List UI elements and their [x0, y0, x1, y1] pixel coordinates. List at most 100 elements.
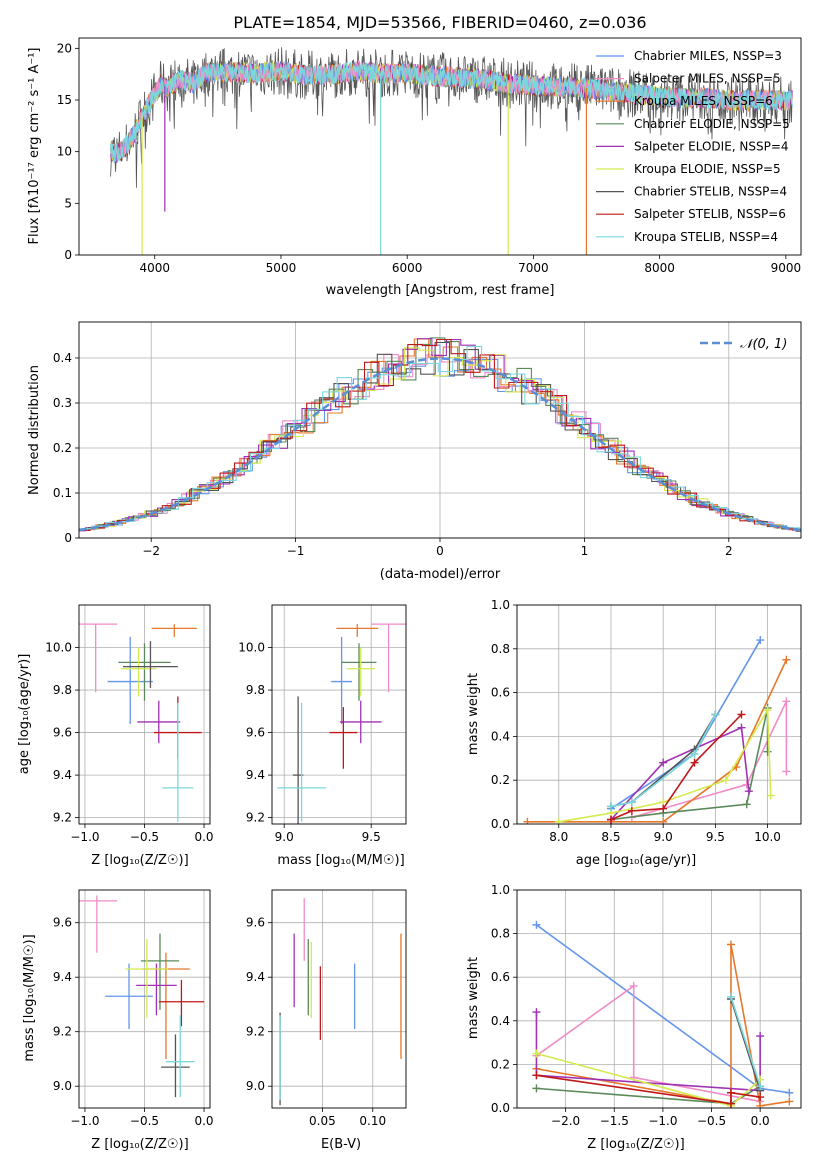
age-mass-plot-area: 9.0 9.5 9.2 9.4 9.6 9.8 10.0 — [238, 604, 407, 844]
spectrum-title: PLATE=1854, MJD=53566, FIBERID=0460, z=0… — [233, 13, 646, 32]
age-mass-x-label: mass [log₁₀(M/M☉)] — [277, 853, 404, 868]
x-tick-label: −1 — [287, 544, 305, 558]
weight-point-marker — [532, 1084, 541, 1093]
legend-label: Salpeter STELIB, NSSP=6 — [634, 207, 786, 221]
x-tick-label: 8.5 — [601, 830, 620, 844]
weight-point-marker — [532, 1049, 541, 1058]
plot-content — [79, 623, 202, 822]
weight-point-marker — [606, 815, 615, 824]
weight-point-marker — [726, 1088, 735, 1097]
x-tick-label: −1.0 — [70, 830, 99, 844]
y-tick-label: 9.8 — [246, 683, 265, 697]
weight-point-marker — [756, 1093, 765, 1102]
spectrum-panel: PLATE=1854, MJD=53566, FIBERID=0460, z=0… — [27, 13, 802, 298]
y-tick-label: 0 — [64, 531, 72, 545]
y-tick-label: 9.0 — [53, 1079, 72, 1093]
x-tick-label: 0.0 — [194, 1114, 213, 1128]
weight-age-plot-area: 8.0 8.5 9.0 9.5 10.0 0.0 0.2 0.4 0.6 0.8 1.0 — [491, 598, 802, 844]
y-tick-label: 10 — [57, 145, 72, 159]
weight-point-marker — [756, 1082, 765, 1091]
x-tick-label: −0.5 — [130, 1114, 159, 1128]
histogram-y-label: Normed distribution — [27, 365, 42, 495]
y-tick-label: 9.2 — [246, 1025, 265, 1039]
weight-point-marker — [659, 817, 668, 824]
weight-series-line — [535, 1012, 761, 1092]
axes-frame — [78, 37, 802, 256]
legend-label: Kroupa STELIB, NSSP=4 — [634, 230, 778, 244]
weight-point-marker — [627, 806, 636, 815]
weight-point-marker — [659, 804, 668, 813]
y-tick-label: 9.2 — [246, 811, 265, 825]
y-tick-label: 9.0 — [246, 1079, 265, 1093]
mass-ebv-x-label: E(B-V) — [321, 1137, 361, 1152]
y-tick-label: 10.0 — [45, 641, 72, 655]
weight-series-line — [610, 639, 761, 810]
mass-vs-metallicity-panel: −1.0 −0.5 0.09.09.29.49.6 Z [log₁₀(Z/Z☉)] … — [22, 889, 214, 1152]
plot-content — [110, 47, 793, 255]
x-tick-label: 9.5 — [706, 830, 725, 844]
y-tick-label: 0.1 — [53, 486, 72, 500]
y-tick-label: 9.2 — [53, 1025, 72, 1039]
plot-content — [279, 898, 402, 1106]
y-tick-label: 9.4 — [53, 768, 72, 782]
weight-point-marker — [742, 780, 751, 789]
x-tick-label: 0 — [436, 544, 444, 558]
weight-series-line — [558, 707, 772, 823]
normal-distribution-curve — [79, 357, 801, 532]
y-tick-label: 0.6 — [491, 686, 510, 700]
weight-point-marker — [763, 747, 772, 756]
residual-histogram-panel: −2 −1 0 1 200.10.20.30.4 (data-model)/error … — [27, 321, 802, 582]
axes-frame — [516, 889, 802, 1109]
y-tick-label: 9.4 — [53, 970, 72, 984]
age-vs-mass-panel: 9.0 9.5 9.2 9.4 9.6 9.8 10.0 mass [log₁₀(M/M☉)… — [238, 604, 407, 868]
plot-content — [79, 895, 205, 1098]
mass-metallicity-plot-area: −1.0 −0.5 0.0 9.0 9.2 9.4 9.6 — [53, 889, 214, 1128]
weight-point-marker — [785, 1088, 794, 1097]
x-tick-label: 9.0 — [275, 830, 294, 844]
x-tick-label: 1 — [581, 544, 589, 558]
spectrum-series-line — [110, 61, 793, 163]
y-tick-label: 9.6 — [246, 916, 265, 930]
x-tick-label: 0.0 — [194, 830, 213, 844]
mass-metallicity-x-label: Z [log₁₀(Z/Z☉)] — [91, 1137, 188, 1152]
legend-label: Chabrier STELIB, NSSP=4 — [634, 185, 787, 199]
x-tick-label: 4000 — [139, 261, 170, 275]
histogram-step-series — [79, 345, 801, 531]
x-tick-label: −0.5 — [697, 1114, 726, 1128]
weight-point-marker — [523, 817, 532, 824]
age-metallicity-plot-area: −1.0 −0.5 0.0 9.2 9.4 9.6 9.8 10.0 — [45, 604, 214, 844]
weight-point-marker — [766, 791, 775, 800]
weight-point-marker — [726, 940, 735, 949]
weight-metallicity-y-label: mass weight — [466, 957, 481, 1039]
weight-series-line — [536, 1074, 761, 1105]
x-tick-label: 5000 — [266, 261, 297, 275]
x-tick-label: −2.0 — [551, 1114, 580, 1128]
weight-point-marker — [782, 655, 791, 664]
y-tick-label: 1.0 — [491, 598, 510, 612]
axes-frame — [516, 604, 802, 825]
weight-point-marker — [782, 767, 791, 776]
weight-series-line — [730, 996, 761, 1087]
spectrum-series-line — [110, 47, 793, 188]
histogram-x-label: (data-model)/error — [380, 567, 501, 582]
legend-label: Salpeter ELODIE, NSSP=4 — [634, 139, 789, 153]
weight-point-marker — [726, 1099, 735, 1108]
weight-point-marker — [629, 981, 638, 990]
y-tick-label: 0.4 — [491, 1014, 510, 1028]
histogram-legend-label: 𝒩(0, 1) — [740, 337, 787, 352]
x-tick-label: −2 — [142, 544, 160, 558]
y-tick-label: 0.3 — [53, 396, 72, 410]
plot-content — [532, 920, 794, 1108]
mass-metallicity-y-label: mass [log₁₀(M/M☉)] — [22, 934, 37, 1061]
weight-point-marker — [606, 802, 615, 811]
weight-point-marker — [532, 1071, 541, 1080]
plot-content — [277, 623, 406, 824]
spectrum-x-label: wavelength [Angstrom, rest frame] — [326, 283, 555, 298]
weight-age-y-label: mass weight — [466, 673, 481, 755]
weight-point-marker — [782, 697, 791, 706]
weight-point-marker — [763, 706, 772, 715]
weight-point-marker — [690, 749, 699, 758]
y-tick-label: 9.4 — [246, 768, 265, 782]
y-tick-label: 20 — [57, 41, 72, 55]
